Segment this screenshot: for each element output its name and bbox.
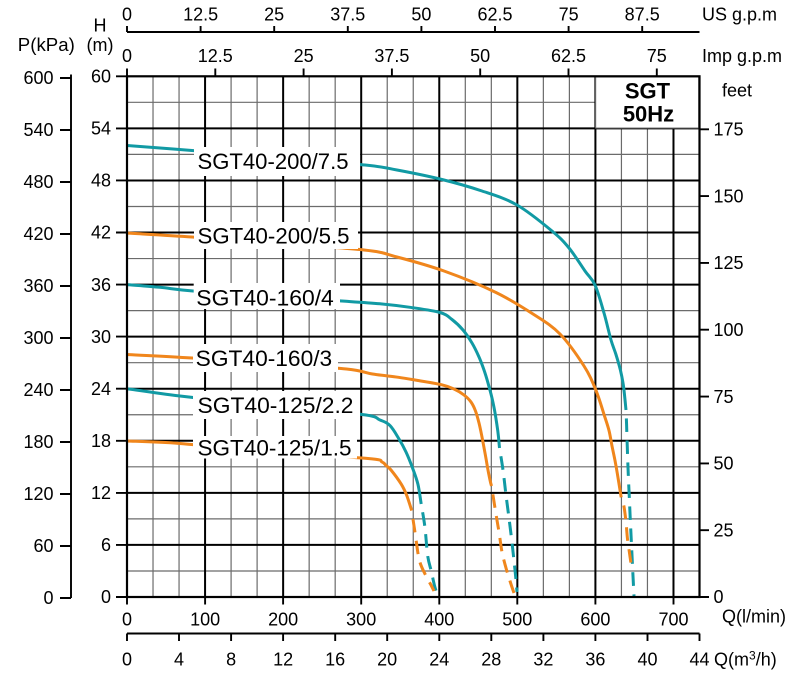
svg-text:37.5: 37.5 [374, 46, 409, 66]
svg-text:0: 0 [122, 5, 132, 25]
svg-text:200: 200 [268, 610, 298, 630]
svg-text:48: 48 [91, 171, 111, 191]
svg-text:6: 6 [101, 535, 111, 555]
svg-text:20: 20 [377, 650, 397, 670]
svg-text:12: 12 [91, 483, 111, 503]
svg-text:12.5: 12.5 [198, 46, 233, 66]
svg-text:44: 44 [689, 650, 709, 670]
svg-text:87.5: 87.5 [625, 5, 660, 25]
svg-text:75: 75 [559, 5, 579, 25]
svg-text:SGT40-200/7.5: SGT40-200/7.5 [198, 149, 349, 174]
svg-text:700: 700 [658, 610, 688, 630]
svg-text:0: 0 [122, 46, 132, 66]
svg-text:42: 42 [91, 223, 111, 243]
svg-text:150: 150 [714, 186, 744, 206]
svg-text:18: 18 [91, 431, 111, 451]
svg-text:Imp g.p.m: Imp g.p.m [702, 46, 782, 66]
svg-text:360: 360 [23, 276, 53, 296]
svg-text:175: 175 [714, 120, 744, 140]
svg-text:40: 40 [637, 650, 657, 670]
svg-text:12.5: 12.5 [183, 5, 218, 25]
svg-text:300: 300 [346, 610, 376, 630]
svg-text:12: 12 [273, 650, 293, 670]
svg-text:feet: feet [722, 81, 752, 101]
svg-text:25: 25 [264, 5, 284, 25]
svg-text:37.5: 37.5 [330, 5, 365, 25]
svg-text:36: 36 [585, 650, 605, 670]
svg-text:SGT40-125/1.5: SGT40-125/1.5 [198, 436, 352, 461]
svg-text:Q(l/min): Q(l/min) [722, 607, 786, 627]
svg-text:60: 60 [33, 536, 53, 556]
svg-text:4: 4 [174, 650, 184, 670]
svg-text:24: 24 [91, 379, 111, 399]
svg-text:SGT40-200/5.5: SGT40-200/5.5 [198, 224, 350, 249]
svg-text:54: 54 [91, 119, 111, 139]
svg-text:US g.p.m: US g.p.m [702, 5, 777, 25]
svg-text:60: 60 [91, 67, 111, 87]
svg-text:75: 75 [647, 46, 667, 66]
svg-text:240: 240 [23, 380, 53, 400]
svg-text:500: 500 [502, 610, 532, 630]
svg-text:30: 30 [91, 327, 111, 347]
svg-text:28: 28 [481, 650, 501, 670]
svg-text:0: 0 [122, 650, 132, 670]
svg-text:50Hz: 50Hz [623, 102, 674, 127]
svg-text:600: 600 [580, 610, 610, 630]
svg-text:50: 50 [470, 46, 490, 66]
svg-text:SGT40-160/4: SGT40-160/4 [196, 286, 333, 311]
svg-text:Q(m3/h): Q(m3/h) [714, 649, 777, 670]
svg-text:180: 180 [23, 432, 53, 452]
svg-text:SGT40-125/2.2: SGT40-125/2.2 [198, 393, 354, 418]
svg-text:25: 25 [714, 520, 734, 540]
svg-text:32: 32 [533, 650, 553, 670]
svg-text:0: 0 [122, 610, 132, 630]
svg-text:H: H [94, 16, 107, 36]
svg-text:16: 16 [325, 650, 345, 670]
svg-text:0: 0 [43, 588, 53, 608]
svg-text:75: 75 [714, 387, 734, 407]
svg-text:24: 24 [429, 650, 449, 670]
svg-text:100: 100 [190, 610, 220, 630]
svg-text:540: 540 [23, 120, 53, 140]
svg-text:0: 0 [714, 587, 724, 607]
svg-text:25: 25 [294, 46, 314, 66]
svg-text:SGT40-160/3: SGT40-160/3 [196, 346, 333, 371]
svg-text:400: 400 [424, 610, 454, 630]
svg-text:300: 300 [23, 328, 53, 348]
svg-text:120: 120 [23, 484, 53, 504]
svg-text:125: 125 [714, 253, 744, 273]
svg-text:P(kPa): P(kPa) [18, 35, 75, 55]
svg-text:36: 36 [91, 275, 111, 295]
svg-text:62.5: 62.5 [551, 46, 586, 66]
svg-text:62.5: 62.5 [477, 5, 512, 25]
svg-text:480: 480 [23, 172, 53, 192]
svg-text:0: 0 [101, 587, 111, 607]
svg-text:600: 600 [23, 68, 53, 88]
svg-text:420: 420 [23, 224, 53, 244]
svg-text:(m): (m) [87, 35, 114, 55]
svg-text:SGT: SGT [625, 79, 671, 104]
svg-text:8: 8 [226, 650, 236, 670]
svg-text:50: 50 [411, 5, 431, 25]
svg-text:100: 100 [714, 320, 744, 340]
svg-text:50: 50 [714, 454, 734, 474]
